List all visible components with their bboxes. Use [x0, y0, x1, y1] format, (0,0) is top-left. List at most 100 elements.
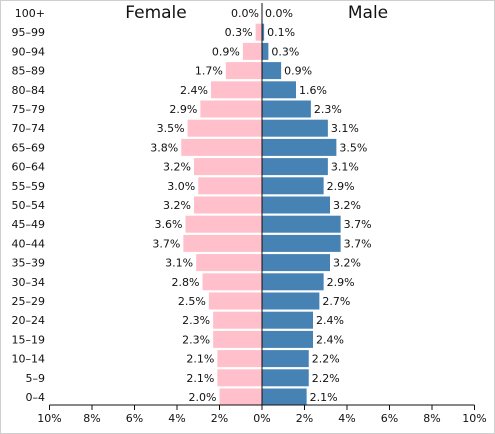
male-bar [262, 62, 282, 80]
male-bar [262, 273, 324, 291]
male-value-label: 2.7% [322, 295, 350, 308]
female-bar [187, 119, 262, 137]
age-group-label: 25–29 [12, 295, 46, 308]
male-bar [262, 215, 341, 233]
female-value-label: 3.0% [167, 180, 195, 193]
female-bar [185, 215, 262, 233]
female-bar [213, 330, 262, 348]
x-tick-label: 2% [296, 412, 313, 425]
female-bar [198, 177, 262, 195]
age-group-label: 20–24 [12, 314, 46, 327]
x-tick-label: 6% [381, 412, 398, 425]
age-group-label: 70–74 [12, 122, 46, 135]
female-bar [200, 100, 262, 118]
female-bar [183, 234, 262, 252]
age-group-label: 90–94 [12, 45, 46, 58]
male-bar [262, 234, 341, 252]
female-value-label: 2.3% [182, 333, 210, 346]
age-group-label: 55–59 [12, 180, 46, 193]
age-group-label: 85–89 [12, 65, 46, 78]
age-group-label: 50–54 [12, 199, 46, 212]
male-title: Male [348, 3, 388, 23]
male-value-label: 2.9% [327, 276, 355, 289]
male-value-label: 2.2% [312, 372, 340, 385]
male-bar [262, 119, 328, 137]
female-value-label: 2.5% [178, 295, 206, 308]
male-bar [262, 388, 307, 406]
x-tick-label: 0% [253, 412, 270, 425]
female-bar [194, 158, 262, 176]
x-tick-label: 10% [462, 412, 486, 425]
female-bar [242, 42, 262, 60]
female-value-label: 2.8% [172, 276, 200, 289]
female-bar [208, 292, 262, 310]
female-value-label: 3.6% [155, 218, 183, 231]
female-bar [217, 369, 262, 387]
male-value-label: 2.4% [316, 314, 344, 327]
age-group-label: 0–4 [26, 391, 46, 404]
male-bar [262, 177, 324, 195]
male-bar [262, 100, 311, 118]
female-value-label: 3.7% [152, 237, 180, 250]
male-bar [262, 350, 309, 368]
male-bar [262, 292, 320, 310]
male-bar [262, 330, 313, 348]
female-bar [194, 196, 262, 214]
male-value-label: 0.1% [267, 26, 295, 39]
male-bar [262, 42, 269, 60]
female-value-label: 1.7% [195, 65, 223, 78]
male-value-label: 2.9% [327, 180, 355, 193]
male-value-label: 2.3% [314, 103, 342, 116]
age-group-label: 60–64 [12, 161, 46, 174]
male-value-label: 3.7% [344, 218, 372, 231]
female-value-label: 2.1% [186, 372, 214, 385]
male-bar [262, 23, 265, 41]
female-value-label: 2.9% [169, 103, 197, 116]
age-group-label: 65–69 [12, 141, 46, 154]
age-group-label: 95–99 [12, 26, 46, 39]
male-value-label: 0.9% [284, 65, 312, 78]
male-value-label: 0.0% [265, 7, 293, 20]
female-bar [202, 273, 262, 291]
female-bar [217, 350, 262, 368]
female-value-label: 3.8% [150, 141, 178, 154]
x-tick-label: 2% [211, 412, 228, 425]
age-group-label: 45–49 [12, 218, 46, 231]
age-group-label: 15–19 [12, 333, 46, 346]
x-tick-label: 4% [338, 412, 355, 425]
female-title: Female [125, 3, 186, 23]
female-bar [213, 311, 262, 329]
age-group-label: 75–79 [12, 103, 46, 116]
male-value-label: 3.1% [331, 122, 359, 135]
male-value-label: 2.1% [310, 391, 338, 404]
female-value-label: 2.3% [182, 314, 210, 327]
male-bar [262, 254, 330, 272]
female-value-label: 3.2% [163, 161, 191, 174]
male-value-label: 2.2% [312, 353, 340, 366]
male-value-label: 3.5% [339, 141, 367, 154]
female-bar [219, 388, 262, 406]
female-value-label: 0.9% [212, 45, 240, 58]
female-bar [196, 254, 262, 272]
x-tick-label: 4% [168, 412, 185, 425]
female-bar [255, 23, 262, 41]
male-bar [262, 369, 309, 387]
female-value-label: 0.0% [231, 7, 259, 20]
female-bar [211, 81, 262, 99]
female-bar [225, 62, 262, 80]
age-group-label: 30–34 [12, 276, 46, 289]
male-value-label: 1.6% [299, 84, 327, 97]
x-tick-label: 6% [126, 412, 143, 425]
x-tick-label: 8% [423, 412, 440, 425]
female-value-label: 2.0% [189, 391, 217, 404]
age-group-label: 5–9 [26, 372, 46, 385]
x-tick-label: 8% [83, 412, 100, 425]
age-group-label: 40–44 [12, 237, 46, 250]
age-group-label: 80–84 [12, 84, 46, 97]
female-value-label: 3.2% [163, 199, 191, 212]
female-value-label: 2.4% [180, 84, 208, 97]
female-value-label: 3.1% [165, 257, 193, 270]
male-bar [262, 138, 337, 156]
